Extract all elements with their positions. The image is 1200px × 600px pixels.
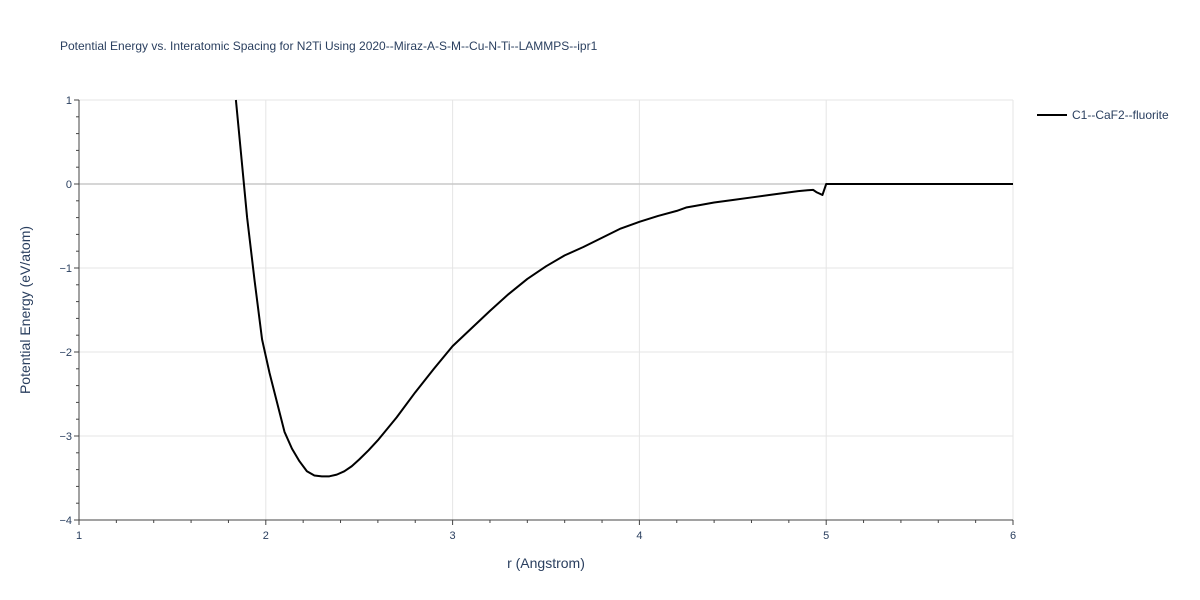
axes-layer: [78, 100, 1013, 521]
x-axis-title: r (Angstrom): [507, 555, 585, 571]
legend[interactable]: C1--CaF2--fluorite: [1037, 108, 1169, 122]
y-tick-label: −1: [59, 263, 72, 275]
legend-label: C1--CaF2--fluorite: [1072, 108, 1169, 122]
series-layer: [234, 99, 1013, 478]
y-tick-label: −3: [59, 431, 72, 443]
x-tick-label: 5: [823, 530, 829, 542]
x-tick-label: 4: [636, 530, 642, 542]
y-tick-label: 1: [66, 95, 72, 107]
x-tick-label: 6: [1010, 530, 1016, 542]
y-axis-title: Potential Energy (eV/atom): [17, 226, 33, 394]
series-line: [234, 99, 1013, 478]
y-tick-label: −4: [59, 515, 72, 527]
ticks-layer: 1 2 3 4 5 6 −4 −3 −2 −1 0 1: [59, 95, 1016, 542]
x-tick-label: 1: [76, 530, 82, 542]
y-tick-label: −2: [59, 347, 72, 359]
x-tick-label: 3: [450, 530, 456, 542]
x-tick-label: 2: [263, 530, 269, 542]
y-tick-label: 0: [66, 179, 72, 191]
chart-title: Potential Energy vs. Interatomic Spacing…: [60, 39, 598, 53]
